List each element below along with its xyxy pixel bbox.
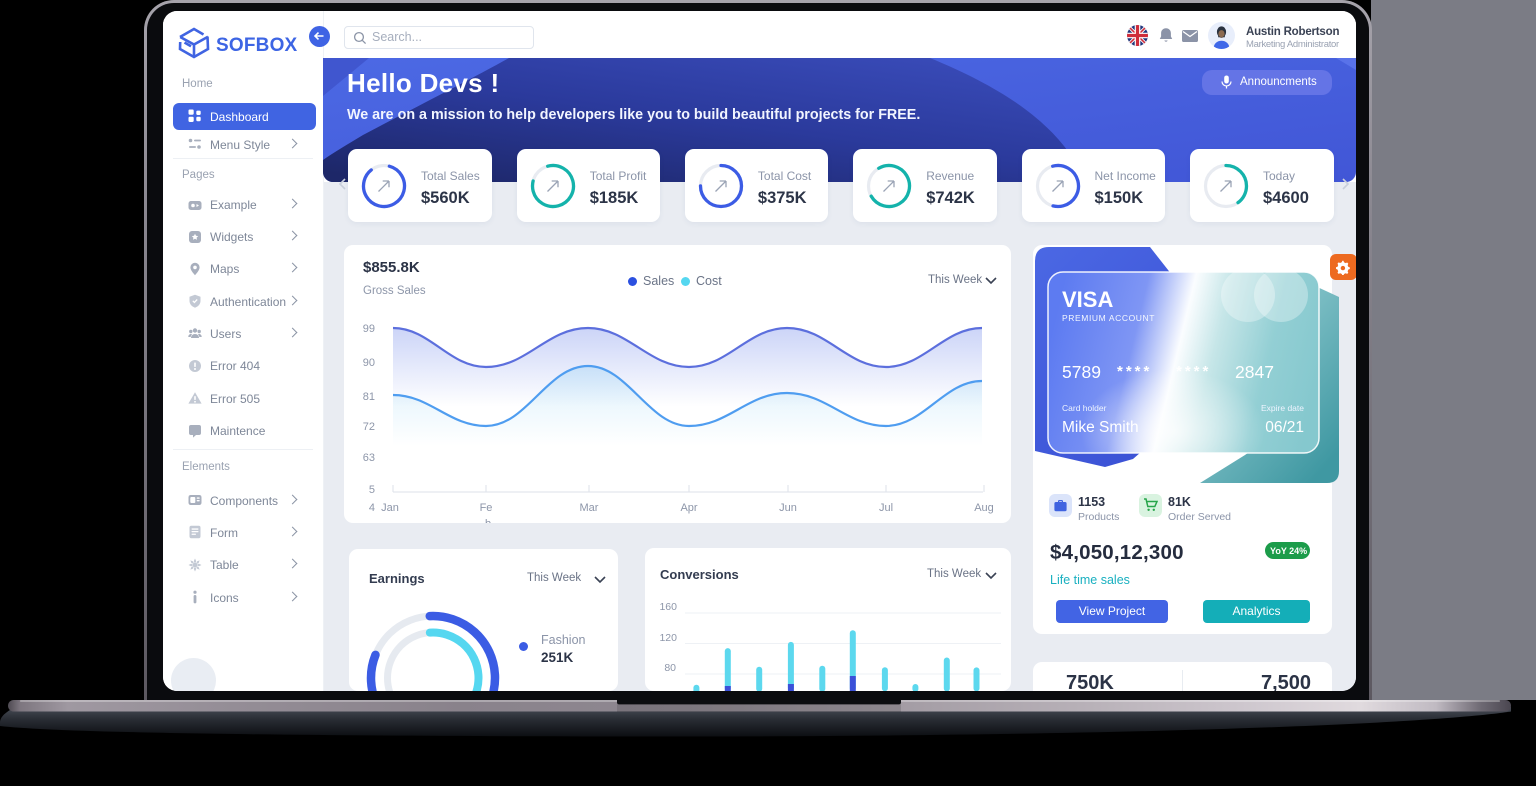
svg-text:Card holder: Card holder	[1062, 403, 1107, 413]
svg-text:5: 5	[369, 484, 375, 496]
svg-text:90: 90	[363, 357, 375, 369]
svg-text:81: 81	[363, 391, 375, 403]
svg-text:99: 99	[363, 323, 375, 335]
svg-text:VISA: VISA	[1062, 287, 1113, 312]
svg-text:Jan: Jan	[381, 502, 399, 514]
svg-text:06/21: 06/21	[1265, 419, 1304, 436]
svg-text:****: ****	[1176, 363, 1211, 380]
svg-text:b: b	[485, 518, 491, 523]
svg-text:Expire date: Expire date	[1261, 403, 1304, 413]
svg-text:Mar: Mar	[580, 502, 599, 514]
svg-text:2847: 2847	[1235, 362, 1274, 382]
svg-text:PREMIUM ACCOUNT: PREMIUM ACCOUNT	[1062, 313, 1155, 323]
svg-text:4: 4	[369, 502, 375, 514]
svg-text:5789: 5789	[1062, 362, 1101, 382]
svg-text:120: 120	[659, 632, 677, 644]
svg-text:Jun: Jun	[779, 502, 797, 514]
svg-text:Aug: Aug	[974, 502, 994, 514]
svg-text:****: ****	[1117, 363, 1152, 380]
svg-text:Jul: Jul	[879, 502, 893, 514]
svg-text:160: 160	[659, 601, 677, 613]
svg-text:63: 63	[363, 452, 375, 464]
svg-text:Fe: Fe	[480, 502, 493, 514]
svg-text:72: 72	[363, 421, 375, 433]
svg-text:Mike Smith: Mike Smith	[1062, 419, 1139, 436]
svg-text:80: 80	[664, 662, 676, 674]
svg-text:Apr: Apr	[680, 502, 697, 514]
